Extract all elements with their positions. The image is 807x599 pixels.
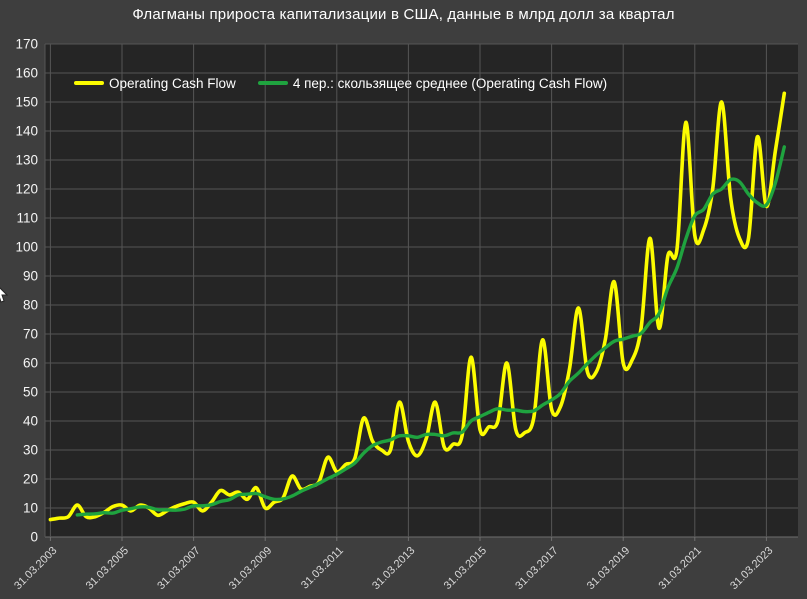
x-axis-tick-label: 31.03.2013 [370, 545, 417, 592]
y-axis-tick-label: 120 [15, 182, 38, 197]
y-axis-tick-label: 100 [15, 240, 38, 255]
x-axis-tick-label: 31.03.2003 [12, 545, 59, 592]
x-axis-tick-label: 31.03.2009 [227, 545, 274, 592]
x-axis-tick-label: 31.03.2019 [585, 545, 632, 592]
y-axis-tick-label: 90 [23, 269, 38, 284]
y-axis-tick-label: 50 [23, 385, 38, 400]
x-axis-tick-label: 31.03.2011 [299, 545, 346, 592]
y-axis-tick-label: 110 [16, 211, 38, 226]
x-axis-tick-label: 31.03.2023 [728, 545, 775, 592]
series-operating-cash-flow-line[interactable] [48, 91, 787, 522]
y-axis-tick-label: 10 [23, 501, 38, 516]
y-axis-tick-label: 130 [15, 153, 38, 168]
x-axis-tick-label: 31.03.2007 [155, 545, 202, 592]
plot-background [45, 44, 798, 537]
x-axis-tick-label: 31.03.2021 [657, 545, 704, 592]
x-axis-tick-label: 31.03.2005 [84, 545, 131, 592]
x-axis-tick-label: 31.03.2017 [513, 545, 560, 592]
y-axis-tick-label: 160 [15, 66, 38, 81]
chart-title: Флагманы прироста капитализации в США, д… [132, 6, 675, 23]
series-moving-average-line[interactable] [75, 145, 786, 517]
y-axis-tick-label: 170 [15, 37, 38, 52]
legend-label: Operating Cash Flow [109, 75, 236, 91]
y-axis-tick-label: 80 [23, 298, 38, 313]
y-axis-tick-label: 20 [23, 472, 38, 487]
y-axis-tick-label: 60 [23, 356, 38, 371]
y-axis-tick-label: 40 [23, 414, 38, 429]
x-axis-tick-label: 31.03.2015 [442, 545, 489, 592]
legend-item-moving-average[interactable]: 4 пер.: скользящее среднее (Operating Ca… [257, 75, 608, 91]
y-axis-tick-label: 140 [15, 124, 38, 139]
legend: Operating Cash Flow 4 пер.: скользящее с… [74, 74, 607, 92]
yellow-line-swatch-icon [74, 81, 104, 85]
y-axis-tick-label: 150 [15, 95, 38, 110]
y-axis-tick-label: 30 [23, 443, 38, 458]
y-axis-tick-label: 70 [23, 327, 38, 342]
green-line-swatch-icon [257, 81, 288, 85]
legend-label: 4 пер.: скользящее среднее (Operating Ca… [292, 75, 608, 91]
y-axis-tick-label: 0 [30, 530, 38, 545]
mouse-cursor-icon [0, 287, 9, 303]
legend-item-operating-cash-flow[interactable]: Operating Cash Flow [74, 76, 236, 91]
